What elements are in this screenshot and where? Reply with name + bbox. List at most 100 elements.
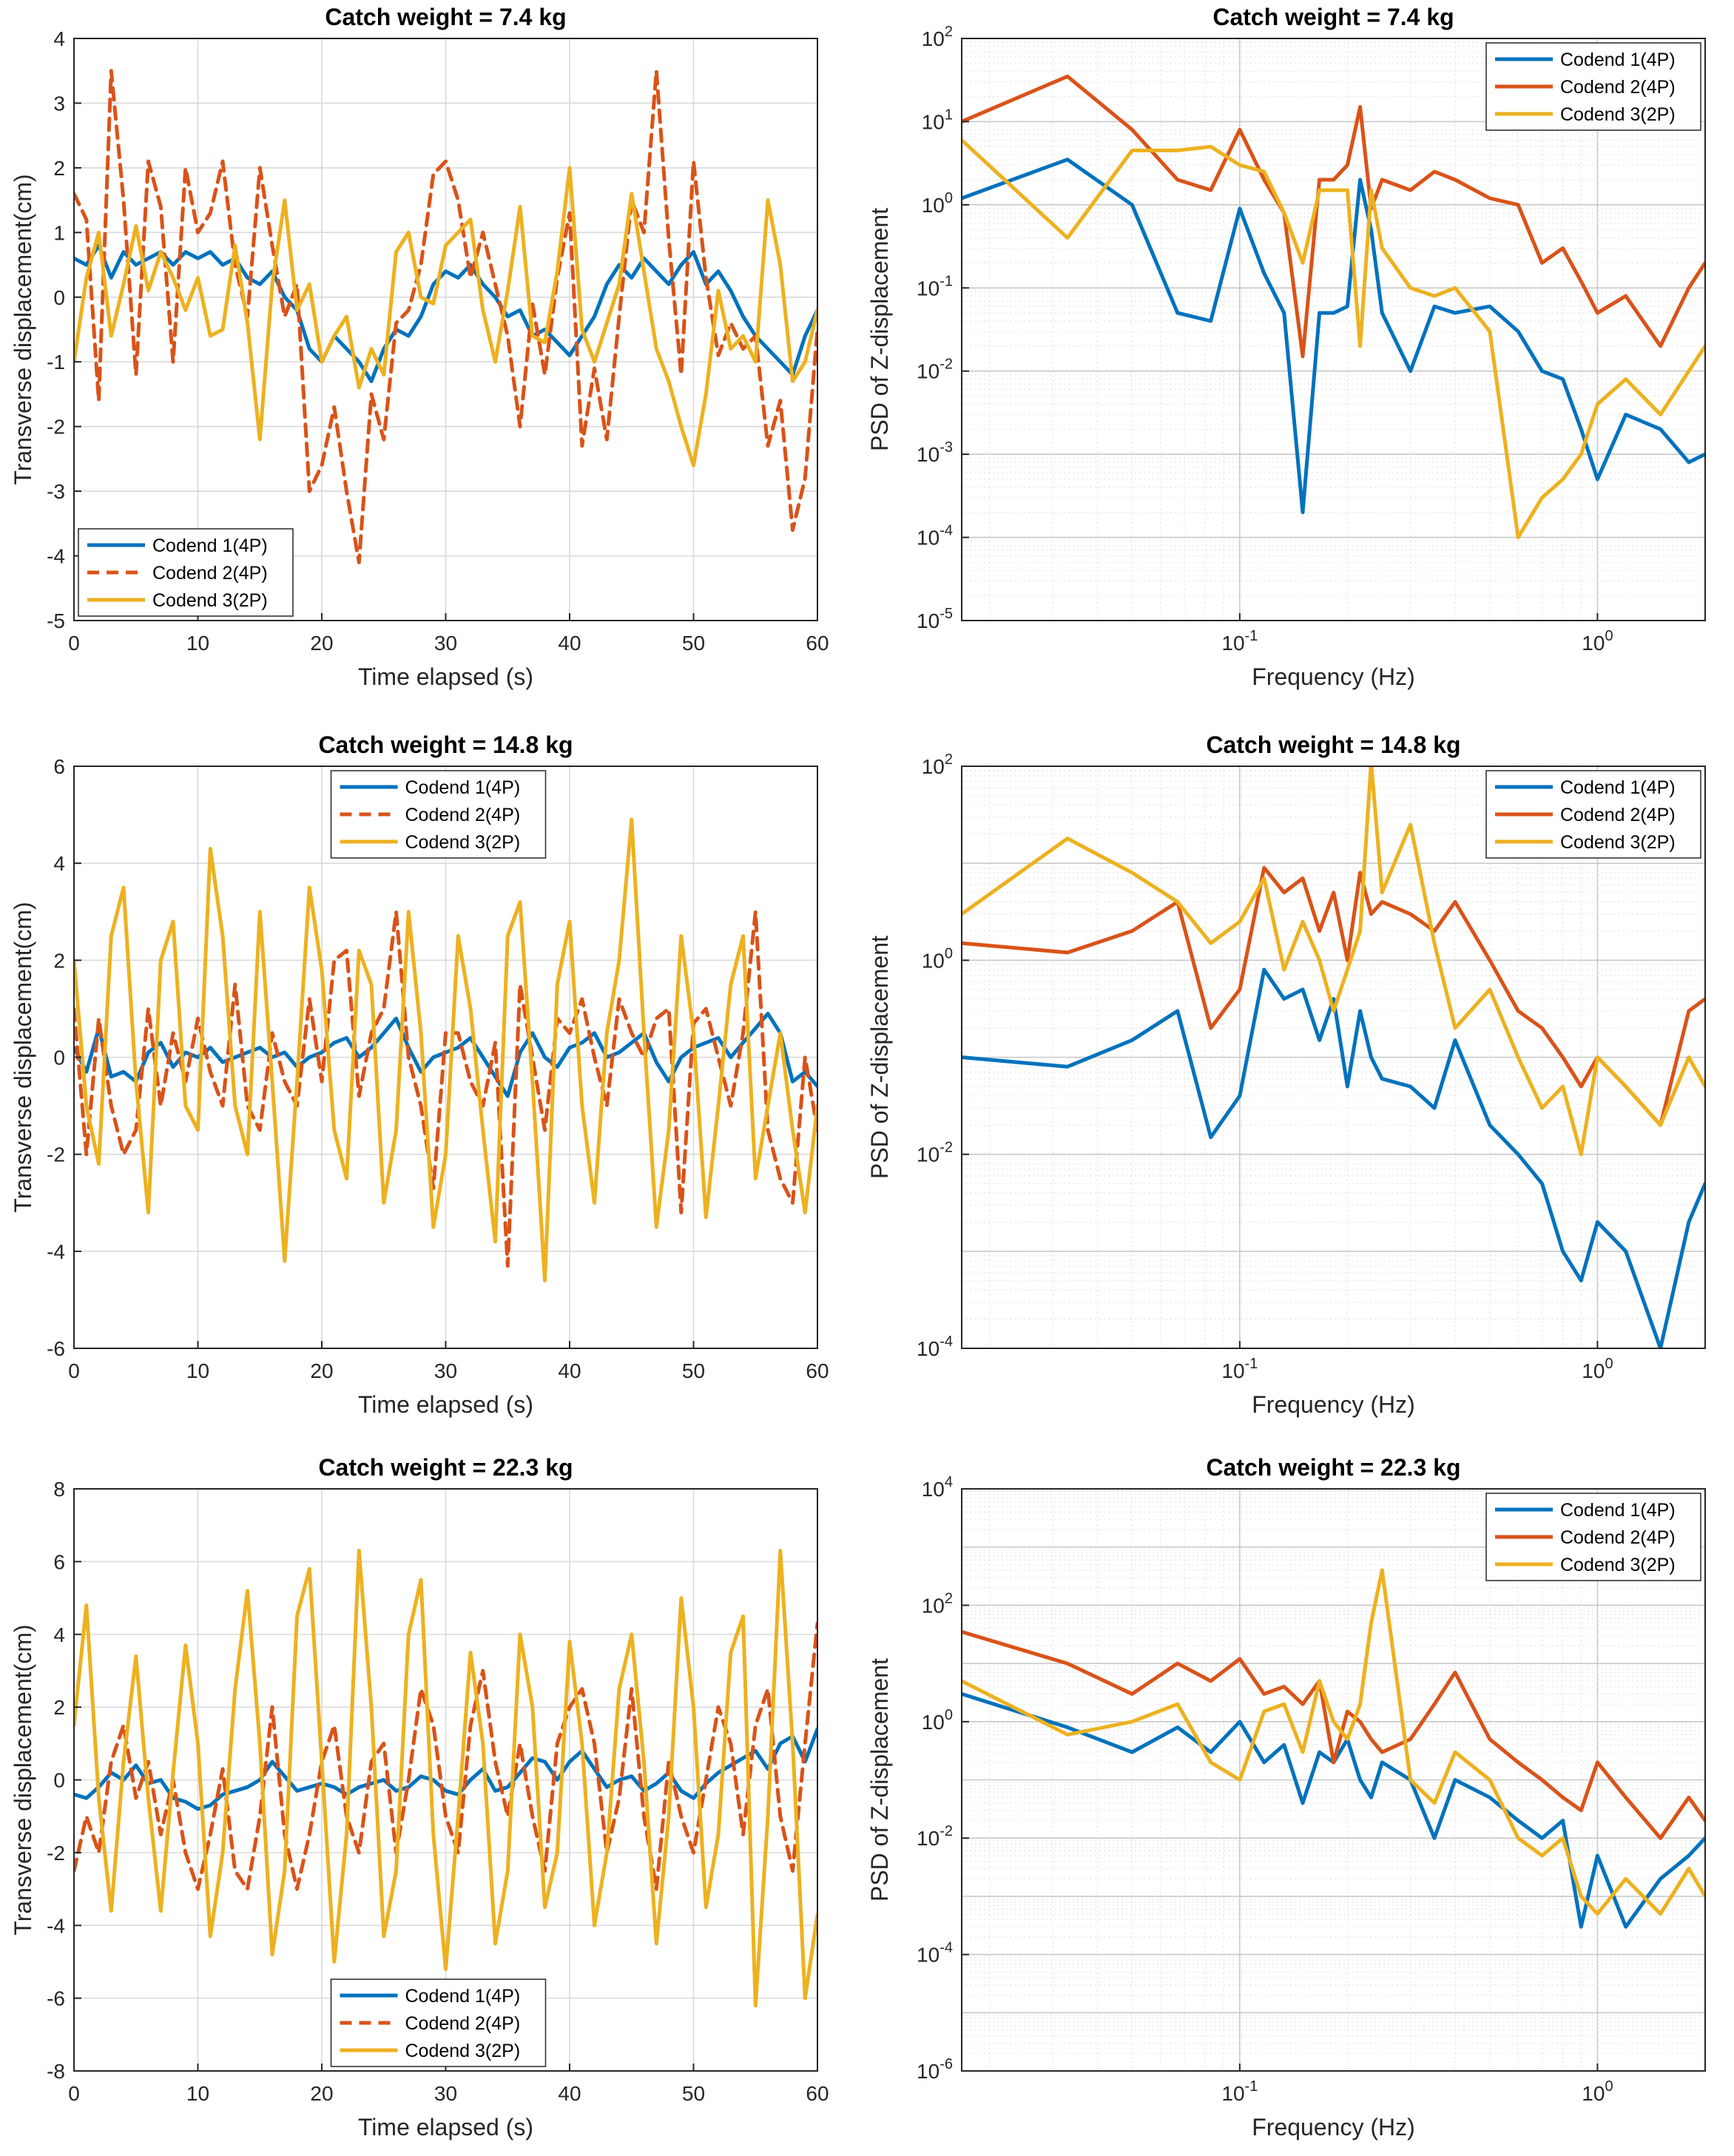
x-tick-label: 0	[68, 1359, 80, 1382]
chart-psd1: 10-1 100 10-5 10-4 10-3 10-2 10-1 100 101 102 Catc…	[866, 4, 1706, 690]
y-tick-label: 3	[53, 92, 65, 115]
chart-psd3: 10-1 100 10-6 10-4 10-2 100 102 104 Catch weight…	[866, 1454, 1706, 2140]
y-tick-label: -2	[47, 1842, 65, 1865]
series-group	[74, 69, 817, 564]
legend-label: Codend 2(4P)	[405, 2013, 521, 2034]
legend-label: Codend 3(2P)	[405, 2041, 521, 2061]
x-tick-label: 30	[434, 2082, 457, 2105]
y-tick-label: 10-4	[917, 523, 953, 550]
x-tick-label: 0	[68, 632, 80, 655]
x-axis-label: Time elapsed (s)	[358, 663, 533, 690]
x-tick-label: 20	[310, 632, 333, 655]
series-line-2	[962, 1629, 1705, 1840]
series-line-1	[962, 967, 1705, 1348]
legend-label: Codend 1(4P)	[405, 777, 521, 798]
legend: Codend 1(4P) Codend 2(4P) Codend 3(2P)	[1485, 1493, 1701, 1581]
legend-label: Codend 1(4P)	[152, 535, 268, 556]
y-tick-label: 102	[922, 751, 953, 778]
y-tick-label: -4	[47, 1914, 65, 1937]
x-tick-label: 20	[310, 2082, 333, 2105]
axes-box	[961, 1488, 1706, 2072]
x-axis-label: Frequency (Hz)	[1252, 663, 1415, 690]
x-tick-label: 40	[558, 2082, 581, 2105]
x-tick-label: 50	[682, 632, 705, 655]
axes-box	[961, 766, 1706, 1349]
y-tick-label: 0	[53, 1769, 65, 1792]
series-line-3	[962, 138, 1705, 540]
legend-label: Codend 3(2P)	[405, 832, 521, 853]
x-axis-label: Time elapsed (s)	[358, 2114, 533, 2140]
series-group	[74, 817, 817, 1283]
legend-label: Codend 3(2P)	[1560, 832, 1676, 853]
chart-title: Catch weight = 22.3 kg	[318, 1454, 573, 1481]
y-tick-label: -2	[47, 1143, 65, 1166]
y-tick-label: 2	[53, 1696, 65, 1719]
y-tick-label: 10-6	[917, 2056, 953, 2083]
y-tick-label: 100	[922, 945, 953, 972]
series-group	[962, 1568, 1705, 1929]
y-axis-label: Transverse displacement(cm)	[10, 902, 36, 1212]
series-group	[74, 1549, 817, 2007]
series-line-2	[962, 865, 1705, 1127]
y-tick-label: 10-1	[917, 273, 953, 300]
y-tick-label: 10-5	[917, 606, 953, 632]
legend-label: Codend 3(2P)	[152, 590, 268, 611]
x-tick-label: 100	[1582, 628, 1613, 655]
chart-ts1: 0 10 20 30 40 50 60 -5 -4 -3 -2 -1 0 1 2 3 4 Catch weight…	[10, 4, 829, 690]
chart-title: Catch weight = 14.8 kg	[318, 731, 573, 758]
legend-label: Codend 2(4P)	[1560, 77, 1676, 98]
y-tick-label: 1	[53, 221, 65, 244]
series-line-1	[74, 1727, 817, 1811]
y-tick-label: -6	[47, 1987, 65, 2010]
legend-label: Codend 1(4P)	[1560, 777, 1676, 798]
y-tick-label: 6	[53, 1550, 65, 1573]
x-tick-label: 10	[186, 1359, 209, 1382]
legend-label: Codend 2(4P)	[152, 563, 268, 584]
y-tick-label: 102	[922, 24, 953, 50]
legend-label: Codend 1(4P)	[1560, 50, 1676, 70]
x-tick-label: 20	[310, 1359, 333, 1382]
legend-label: Codend 3(2P)	[1560, 1555, 1676, 1575]
series-group	[962, 766, 1705, 1348]
y-tick-label: 10-3	[917, 439, 953, 466]
y-tick-label: 4	[53, 27, 65, 50]
x-axis-label: Time elapsed (s)	[358, 1391, 533, 1418]
series-line-3	[962, 766, 1705, 1157]
y-tick-label: -1	[47, 351, 65, 374]
legend-label: Codend 1(4P)	[405, 1986, 521, 2007]
y-tick-label: 6	[53, 755, 65, 778]
chart-psd2: 10-1 100 10-4 10-2 100 102 Catch weight = 14.8…	[866, 731, 1706, 1418]
axes-box	[961, 38, 1706, 621]
y-tick-label: 104	[922, 1474, 953, 1501]
y-tick-label: -3	[47, 480, 65, 503]
chart-ts3: 0 10 20 30 40 50 60 -8 -6 -4 -2 0 2 4 6 8 Catch weight =…	[10, 1454, 829, 2140]
y-tick-label: 8	[53, 1478, 65, 1501]
y-axis-label: Transverse displacement(cm)	[10, 174, 36, 484]
y-tick-label: 10-4	[917, 1940, 953, 1967]
legend: Codend 1(4P) Codend 2(4P) Codend 3(2P)	[330, 1978, 547, 2067]
series-line-3	[74, 166, 817, 467]
x-tick-label: 50	[682, 2082, 705, 2105]
series-line-3	[74, 817, 817, 1283]
x-tick-label: 60	[806, 1359, 829, 1382]
series-group	[962, 74, 1705, 540]
series-line-1	[962, 1692, 1705, 1929]
chart-title: Catch weight = 22.3 kg	[1206, 1454, 1460, 1481]
x-tick-label: 10	[186, 2082, 209, 2105]
x-tick-label: 100	[1582, 1356, 1613, 1382]
y-tick-label: 2	[53, 949, 65, 972]
legend: Codend 1(4P) Codend 2(4P) Codend 3(2P)	[78, 528, 294, 617]
y-tick-label: -6	[47, 1337, 65, 1360]
y-tick-label: 0	[53, 286, 65, 309]
x-tick-label: 10-1	[1221, 628, 1258, 655]
x-tick-label: 10	[186, 632, 209, 655]
y-axis-label: PSD of Z-displacement	[866, 1658, 893, 1902]
chart-title: Catch weight = 7.4 kg	[1212, 4, 1454, 30]
x-tick-label: 10-1	[1221, 1356, 1258, 1382]
legend-label: Codend 2(4P)	[1560, 1527, 1676, 1548]
x-tick-label: 10-1	[1221, 2078, 1258, 2105]
y-tick-label: 0	[53, 1047, 65, 1069]
legend-label: Codend 3(2P)	[1560, 104, 1676, 125]
y-axis-label: Transverse displacement(cm)	[10, 1624, 36, 1935]
